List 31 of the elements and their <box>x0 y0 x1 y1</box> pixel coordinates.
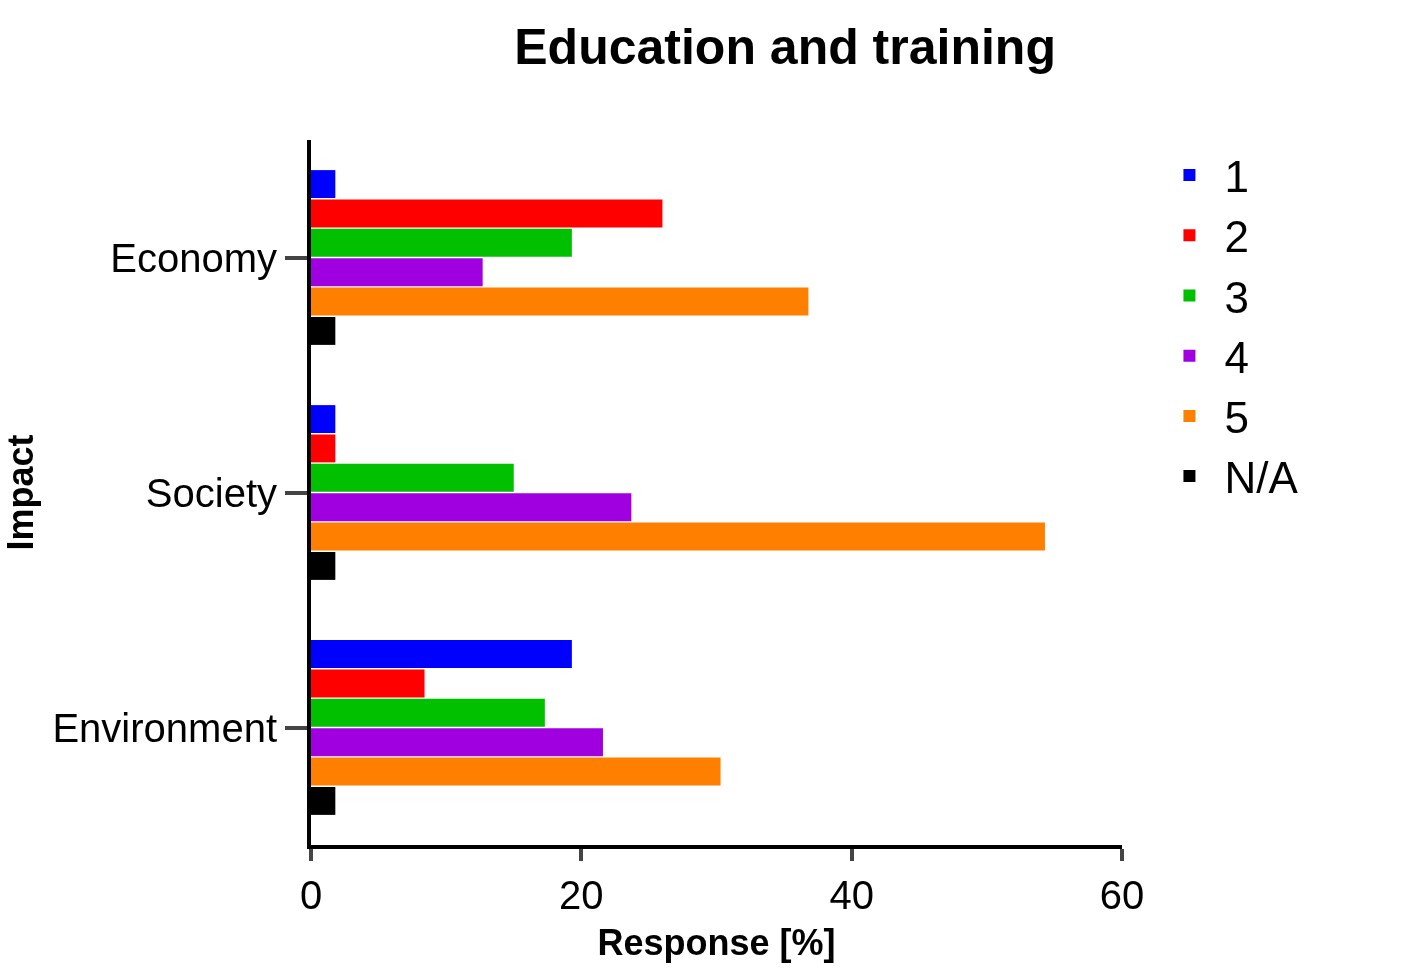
legend-label: 2 <box>1224 212 1249 262</box>
bar <box>311 228 572 257</box>
bar <box>311 434 336 463</box>
x-tick-label: 20 <box>559 873 604 917</box>
legend-label: 1 <box>1224 152 1249 202</box>
bar <box>311 199 663 228</box>
bar <box>311 698 545 727</box>
legend-label: N/A <box>1224 453 1299 503</box>
bar <box>311 287 809 316</box>
legend-label: 3 <box>1224 272 1249 322</box>
bar <box>311 493 632 522</box>
bar <box>311 170 336 199</box>
bar <box>311 757 721 786</box>
x-tick-label: 0 <box>299 873 323 917</box>
bar <box>311 669 425 698</box>
x-tick-label: 40 <box>829 873 874 917</box>
y-tick-label: Society <box>145 470 277 515</box>
x-tick-label: 60 <box>1099 873 1145 917</box>
bar <box>311 728 603 757</box>
bar <box>311 405 336 434</box>
y-axis-title: Impact <box>0 434 41 551</box>
x-axis-title: Response [%] <box>597 922 836 964</box>
bar <box>311 463 514 492</box>
chart-title: Education and training <box>514 19 1056 76</box>
legend-label: 4 <box>1224 332 1249 382</box>
bar <box>311 258 483 287</box>
bar <box>311 640 572 669</box>
y-tick-label: Environment <box>52 705 277 750</box>
bar <box>311 522 1045 551</box>
legend-label: 5 <box>1224 393 1249 443</box>
y-tick-label: Economy <box>110 235 277 280</box>
